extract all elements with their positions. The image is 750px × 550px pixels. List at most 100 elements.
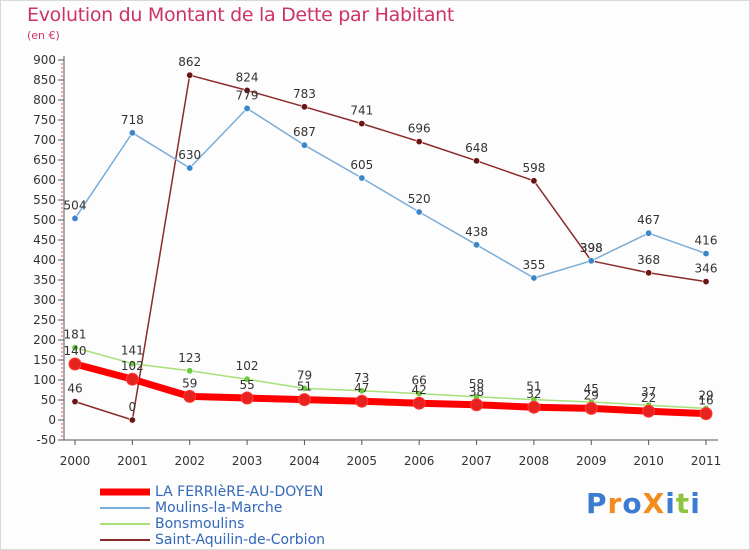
data-label: 32 (526, 387, 541, 401)
legend-item: Saint-Aquilin-de-Corbion (100, 532, 325, 548)
data-label: 0 (129, 400, 137, 414)
data-label: 42 (412, 383, 427, 397)
series-line (71, 360, 710, 418)
data-point (584, 401, 598, 415)
logo-letter: r (607, 487, 623, 520)
y-tick-label: -50 (36, 433, 56, 447)
logo-letter: X (642, 487, 666, 520)
data-label: 824 (236, 70, 259, 84)
data-point (240, 391, 254, 405)
x-tick-label: 2008 (519, 454, 550, 468)
x-tick-label: 2001 (117, 454, 148, 468)
y-tick-label: 350 (33, 273, 56, 287)
data-label: 598 (522, 161, 545, 175)
data-label: 38 (469, 385, 484, 399)
data-label: 51 (526, 380, 541, 394)
x-tick-label: 2000 (60, 454, 91, 468)
data-label: 141 (121, 344, 144, 358)
data-point (128, 416, 136, 424)
data-label: 346 (695, 262, 718, 276)
y-tick-label: 850 (33, 73, 56, 87)
y-tick-label: 150 (33, 353, 56, 367)
data-point (415, 208, 423, 216)
data-point (125, 372, 139, 386)
chart-subtitle: (en €) (27, 29, 60, 42)
chart-title: Evolution du Montant de la Dette par Hab… (27, 4, 455, 26)
legend-label: Moulins-la-Marche (155, 500, 283, 516)
data-label: 58 (469, 377, 484, 391)
y-tick-label: 900 (33, 53, 56, 67)
data-label: 741 (350, 104, 373, 118)
data-label: 398 (580, 241, 603, 255)
data-point (300, 384, 308, 392)
y-tick-label: 200 (33, 333, 56, 347)
logo-letter: i (665, 487, 676, 520)
data-point (71, 214, 79, 222)
data-label: 55 (239, 378, 254, 392)
data-point (128, 360, 136, 368)
logo-letter: P (586, 487, 608, 520)
y-tick-label: 400 (33, 253, 56, 267)
data-label: 16 (698, 394, 713, 408)
y-tick-label: 650 (33, 153, 56, 167)
logo-letter: i (690, 487, 701, 520)
data-point (473, 157, 481, 165)
data-point (702, 278, 710, 286)
data-label: 102 (236, 359, 259, 373)
x-tick-label: 2007 (461, 454, 492, 468)
series-line (74, 346, 707, 410)
x-tick-label: 2011 (691, 454, 722, 468)
data-point (186, 71, 194, 79)
data-label: 59 (182, 376, 197, 390)
x-tick-label: 2006 (404, 454, 435, 468)
y-tick-label: 800 (33, 93, 56, 107)
data-label: 45 (584, 382, 599, 396)
legend-item: Moulins-la-Marche (100, 500, 325, 516)
y-tick-label: 750 (33, 113, 56, 127)
y-tick-label: 50 (41, 393, 56, 407)
data-label: 22 (641, 391, 656, 405)
series-line (74, 74, 707, 421)
legend-swatch (100, 488, 150, 496)
data-point (587, 257, 595, 265)
data-point (415, 138, 423, 146)
data-point (530, 177, 538, 185)
x-tick-label: 2004 (289, 454, 320, 468)
data-label: 140 (64, 344, 87, 358)
data-point (473, 241, 481, 249)
data-label: 37 (641, 385, 656, 399)
data-label: 79 (297, 368, 312, 382)
legend-swatch (100, 539, 150, 541)
data-label: 73 (354, 371, 369, 385)
data-label: 718 (121, 113, 144, 127)
data-point (186, 164, 194, 172)
data-point (71, 398, 79, 406)
data-point (642, 404, 656, 418)
data-point (71, 344, 79, 352)
data-point (297, 393, 311, 407)
data-label: 630 (178, 148, 201, 162)
data-label: 783 (293, 87, 316, 101)
proxiti-logo: ProXiti (586, 487, 701, 520)
data-label: 687 (293, 125, 316, 139)
data-label: 29 (698, 388, 713, 402)
data-label: 47 (354, 381, 369, 395)
data-point (358, 120, 366, 128)
data-label: 648 (465, 141, 488, 155)
legend-label: LA FERRIèRE-AU-DOYEN (155, 484, 324, 500)
data-point (243, 104, 251, 112)
data-label: 416 (695, 234, 718, 248)
data-point (358, 174, 366, 182)
legend-label: Saint-Aquilin-de-Corbion (155, 532, 326, 548)
data-label: 51 (297, 380, 312, 394)
data-point (68, 357, 82, 371)
legend-item: Bonsmoulins (100, 516, 325, 532)
data-point (358, 387, 366, 395)
data-label: 123 (178, 351, 201, 365)
logo-letter: t (675, 487, 691, 520)
data-label: 862 (178, 55, 201, 69)
x-tick-label: 2005 (347, 454, 378, 468)
data-point (243, 375, 251, 383)
